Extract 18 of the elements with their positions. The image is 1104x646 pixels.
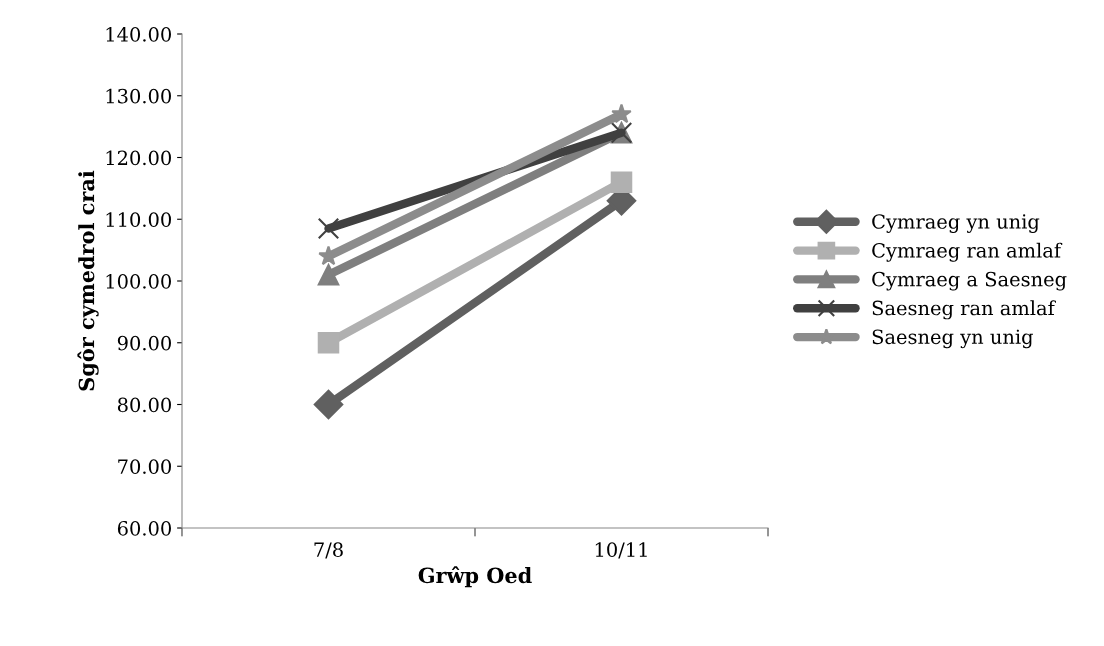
y-tick-label: 140.00 [106,26,171,42]
y-tick-label: 100.00 [106,273,171,289]
legend-label: Cymraeg a Saesneg [872,271,1067,291]
legend-label: Cymraeg ran amlaf [872,242,1063,262]
y-tick-label: 130.00 [106,88,171,104]
y-axis-title: Sgôr cymedrol crai [77,170,99,391]
x-axis-title: Grŵp Oed [418,566,532,588]
y-tick-label: 120.00 [106,150,171,166]
legend-label: Saesneg yn unig [872,329,1033,349]
legend-label: Cymraeg yn unig [872,214,1040,233]
y-tick-label: 80.00 [117,397,171,413]
legend-label: Saesneg ran amlaf [872,300,1056,320]
x-tick-label: 10/11 [595,542,647,559]
x-tick-label: 7/8 [314,542,343,559]
y-tick-label: 60.00 [117,520,171,536]
y-tick-label: 90.00 [117,335,171,351]
y-tick-label: 70.00 [118,459,171,474]
y-tick-label: 110.00 [106,212,171,227]
